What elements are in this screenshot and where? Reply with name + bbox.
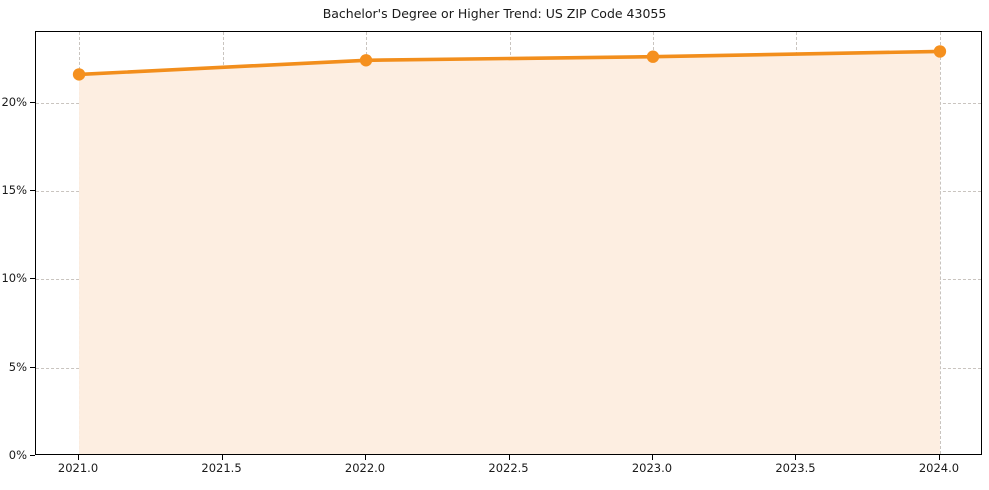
data-point-marker [72,68,86,81]
x-axis-tick-label: 2022.0 [344,461,386,475]
x-axis-tick-label: 2024.0 [918,461,960,475]
x-axis-tick-label: 2023.0 [631,461,673,475]
y-axis-tick-label: 10% [1,271,27,286]
data-point-marker [359,54,373,67]
x-axis-tick-label: 2022.5 [488,461,529,475]
x-axis-tick-mark [508,455,510,460]
plot-area [35,31,982,455]
y-axis-tick-label: 5% [8,359,27,374]
data-point-marker [933,45,947,58]
chart-title: Bachelor's Degree or Higher Trend: US ZI… [322,6,667,21]
y-axis-tick-label: 0% [8,448,27,462]
data-point-marker [646,50,660,63]
x-axis-tick-label: 2023.5 [775,461,816,475]
data-point-markers [72,45,947,81]
y-axis-tick-mark [30,455,35,456]
area-fill-path [79,51,940,454]
x-axis-tick-mark [221,455,223,460]
x-axis-tick-mark [78,455,80,460]
y-axis-tick-label: 15% [1,183,27,197]
x-axis-tick-mark [938,455,940,460]
x-axis-tick-mark [365,455,366,460]
x-axis-tick-mark [651,455,653,460]
x-axis-tick-label: 2021.5 [201,461,242,475]
x-axis-tick-label: 2021.0 [57,461,99,475]
gridline-vertical [939,32,941,454]
x-axis-tick-mark [795,455,797,460]
line-path [77,49,942,77]
y-axis-tick-label: 20% [1,94,27,109]
series-line-area [72,45,947,454]
